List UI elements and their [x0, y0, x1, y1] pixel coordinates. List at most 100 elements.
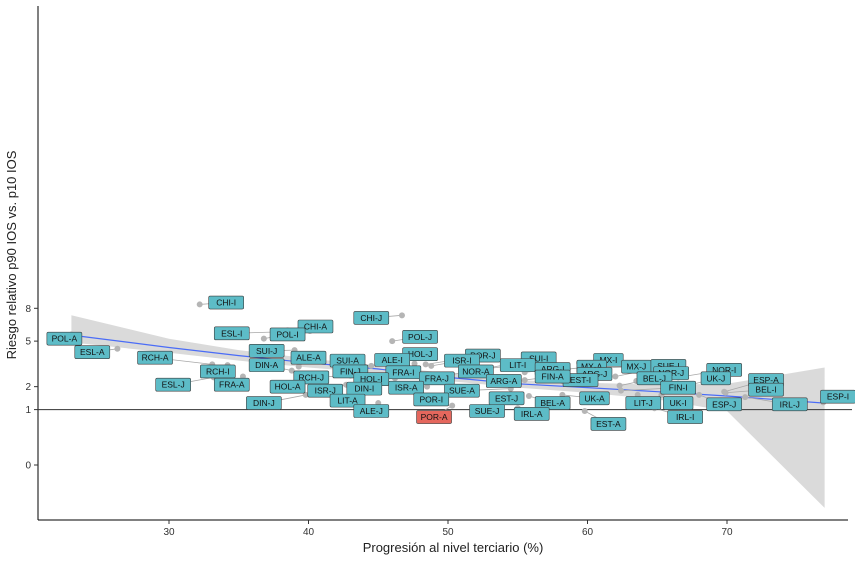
point-label: ARG-A	[486, 374, 521, 387]
data-point	[696, 392, 702, 398]
point-label-text: ESL-A	[80, 347, 105, 357]
data-point	[522, 377, 528, 383]
point-label: CHI-J	[354, 311, 389, 324]
point-label-text: FRA-A	[219, 380, 245, 390]
y-tick-label: 8	[25, 304, 31, 315]
point-label: ALE-J	[354, 405, 389, 418]
point-label: ALE-I	[375, 353, 410, 366]
y-tick-label: 1	[25, 405, 31, 416]
point-label: FIN-I	[661, 381, 696, 394]
x-tick-label: 60	[582, 527, 594, 538]
data-point	[449, 403, 455, 409]
point-label-text: SUE-J	[475, 406, 500, 416]
point-label: POL-J	[403, 330, 438, 343]
data-point	[428, 363, 434, 369]
point-label: FRA-A	[214, 378, 249, 391]
point-label: DIN-I	[347, 382, 382, 395]
point-label-text: IRL-A	[521, 409, 543, 419]
point-label: EST-J	[489, 392, 524, 405]
point-label-text: ALE-A	[296, 353, 321, 363]
point-label: BEL-I	[749, 383, 784, 396]
point-label: ESP-J	[707, 398, 742, 411]
point-label-text: LIT-I	[509, 360, 526, 370]
point-label: LIT-I	[500, 359, 535, 372]
point-label: FRA-J	[419, 372, 454, 385]
point-label-text: SUI-J	[256, 346, 277, 356]
y-tick-label: 2	[25, 382, 31, 393]
point-label-text: DIN-A	[255, 360, 278, 370]
data-point	[114, 346, 120, 352]
point-label: UK-A	[580, 392, 610, 405]
point-label-text: DIN-J	[253, 398, 275, 408]
y-axis-title: Riesgo relativo p90 IOS vs. p10 IOS	[4, 150, 19, 359]
point-label: EST-A	[591, 417, 626, 430]
point-label: RCH-I	[200, 365, 235, 378]
point-label: FIN-A	[535, 370, 570, 383]
point-label: SUE-J	[470, 405, 505, 418]
point-label-text: HOL-A	[275, 382, 301, 392]
point-label: ALE-A	[291, 351, 326, 364]
point-label-text: ALE-J	[360, 406, 383, 416]
point-label-text: POL-J	[408, 332, 432, 342]
data-point	[389, 338, 395, 344]
point-label: POL-A	[47, 332, 82, 345]
x-tick-label: 40	[303, 527, 315, 538]
point-label: MX-J	[622, 360, 652, 373]
point-label-text: MX-J	[626, 362, 646, 372]
data-point	[742, 394, 748, 400]
point-label-text: LIT-A	[337, 396, 358, 406]
point-label-text: ESL-J	[162, 380, 185, 390]
x-tick-label: 30	[163, 527, 175, 538]
point-label: POR-A	[417, 411, 452, 424]
point-label-text: IRL-J	[780, 399, 800, 409]
x-axis-title: Progresión al nivel terciario (%)	[363, 540, 544, 555]
point-label: RCH-A	[138, 351, 173, 364]
point-label: FRA-I	[386, 366, 421, 379]
point-label: POL-I	[270, 328, 305, 341]
point-label: UK-J	[701, 372, 731, 385]
point-label: SUI-J	[249, 344, 284, 357]
data-point	[197, 301, 203, 307]
data-point	[368, 363, 374, 369]
point-label-text: FRA-J	[425, 373, 449, 383]
point-label: DIN-J	[246, 397, 281, 410]
point-label-text: ESP-I	[827, 392, 849, 402]
data-point	[582, 408, 588, 414]
point-label-text: POL-A	[52, 334, 78, 344]
point-label-text: ESL-I	[221, 328, 242, 338]
point-label: SUE-A	[444, 384, 479, 397]
point-label-text: ISR-A	[395, 383, 418, 393]
y-tick-label: 5	[25, 337, 31, 348]
point-label-text: UK-J	[706, 373, 725, 383]
point-label-text: HOL-J	[408, 349, 433, 359]
data-point	[423, 361, 429, 367]
point-label-text: UK-I	[670, 398, 687, 408]
point-label: CHI-I	[209, 296, 244, 309]
point-label-text: EST-A	[596, 419, 621, 429]
x-tick-label: 50	[442, 527, 454, 538]
point-label-text: EST-J	[495, 393, 518, 403]
data-point	[399, 312, 405, 318]
data-point	[618, 388, 624, 394]
point-label: POR-I	[414, 393, 449, 406]
point-label-text: FIN-A	[542, 372, 565, 382]
point-label-text: BEL-I	[755, 385, 776, 395]
data-point	[612, 374, 618, 380]
data-point	[261, 336, 267, 342]
point-label-text: FRA-I	[392, 367, 414, 377]
point-label-text: CHI-J	[360, 313, 382, 323]
point-label-text: CHI-I	[216, 298, 236, 308]
y-tick-label: 0	[25, 461, 31, 472]
point-label-text: UK-A	[584, 393, 605, 403]
point-label-text: POL-I	[276, 329, 298, 339]
point-label-text: BEL-A	[540, 398, 565, 408]
point-label-text: ESP-J	[712, 399, 736, 409]
point-label: IRL-A	[514, 407, 549, 420]
point-label-text: ISR-I	[452, 356, 471, 366]
point-label: ESL-J	[156, 378, 191, 391]
point-label: LIT-J	[626, 397, 661, 410]
point-label: DIN-A	[249, 359, 284, 372]
